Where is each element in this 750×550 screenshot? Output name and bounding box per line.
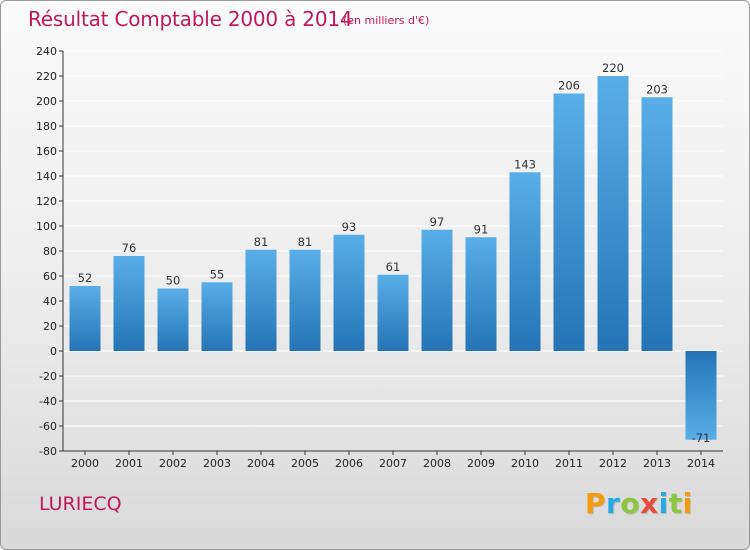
y-tick-label: -80 bbox=[39, 445, 57, 458]
y-tick-label: 200 bbox=[36, 95, 57, 108]
bar bbox=[157, 288, 189, 351]
logo-letter: i bbox=[682, 487, 693, 520]
bar bbox=[69, 286, 101, 351]
labels: 52 76 50 55 81 81 93 61 97 91 143 206 220 203 -71 bbox=[78, 61, 711, 445]
y-tick-label: 180 bbox=[36, 120, 57, 133]
bar-value-label: 97 bbox=[430, 215, 445, 229]
x-tick-label: 2002 bbox=[159, 457, 187, 470]
bars bbox=[69, 76, 717, 440]
y-tick-label: 120 bbox=[36, 195, 57, 208]
logo-letter: t bbox=[668, 487, 683, 520]
x-tick-label: 2009 bbox=[467, 457, 495, 470]
bar bbox=[597, 76, 629, 351]
x-tick-label: 2004 bbox=[247, 457, 275, 470]
y-tick-label: 220 bbox=[36, 70, 57, 83]
bar-value-label: 81 bbox=[254, 235, 269, 249]
chart-title: Résultat Comptable 2000 à 2014 bbox=[28, 7, 353, 31]
bar-value-label: 203 bbox=[646, 82, 668, 96]
bar bbox=[201, 282, 233, 351]
axes: -80-60-40-200204060801001201401601802002… bbox=[36, 45, 723, 470]
x-tick-label: 2012 bbox=[599, 457, 627, 470]
x-tick-label: 2010 bbox=[511, 457, 539, 470]
y-tick-label: -20 bbox=[39, 370, 57, 383]
y-tick-label: 60 bbox=[43, 270, 57, 283]
y-tick-label: 0 bbox=[50, 345, 57, 358]
x-tick-label: 2000 bbox=[71, 457, 99, 470]
y-tick-label: 20 bbox=[43, 320, 57, 333]
x-tick-label: 2011 bbox=[555, 457, 583, 470]
bar bbox=[113, 256, 145, 351]
bar-value-label: 61 bbox=[386, 260, 401, 274]
bar bbox=[641, 97, 673, 351]
bar-value-label: 81 bbox=[298, 235, 313, 249]
bar bbox=[465, 237, 497, 351]
y-tick-label: 160 bbox=[36, 145, 57, 158]
logo-letter: x bbox=[640, 487, 659, 520]
bar bbox=[553, 93, 585, 351]
chart-subtitle: (en milliers d'€) bbox=[343, 14, 430, 27]
logo-letter: o bbox=[620, 487, 641, 520]
proxiti-logo[interactable]: Proxiti bbox=[585, 487, 693, 520]
x-tick-label: 2001 bbox=[115, 457, 143, 470]
place-name: LURIECQ bbox=[39, 493, 122, 515]
logo-letter: r bbox=[606, 487, 621, 520]
x-tick-label: 2003 bbox=[203, 457, 231, 470]
bar-value-label: 50 bbox=[166, 274, 181, 288]
y-tick-label: 80 bbox=[43, 245, 57, 258]
bar-value-label: 93 bbox=[342, 220, 357, 234]
bar bbox=[421, 229, 453, 351]
bar bbox=[333, 234, 365, 351]
bar-value-label: -71 bbox=[692, 431, 711, 445]
bar bbox=[509, 172, 541, 351]
bar-value-label: 52 bbox=[78, 271, 93, 285]
y-tick-label: -40 bbox=[39, 395, 57, 408]
x-tick-label: 2013 bbox=[643, 457, 671, 470]
bar bbox=[377, 274, 409, 351]
x-tick-label: 2008 bbox=[423, 457, 451, 470]
logo-letter: i bbox=[658, 487, 669, 520]
y-tick-label: 240 bbox=[36, 45, 57, 58]
bar-value-label: 55 bbox=[210, 267, 225, 281]
bar-value-label: 220 bbox=[602, 61, 624, 75]
y-tick-label: -60 bbox=[39, 420, 57, 433]
y-tick-label: 100 bbox=[36, 220, 57, 233]
bar-value-label: 143 bbox=[514, 157, 536, 171]
x-tick-label: 2007 bbox=[379, 457, 407, 470]
bar bbox=[289, 249, 321, 351]
y-tick-label: 140 bbox=[36, 170, 57, 183]
bar-value-label: 76 bbox=[122, 241, 137, 255]
bar-value-label: 206 bbox=[558, 79, 580, 93]
bar bbox=[685, 351, 717, 440]
x-tick-label: 2005 bbox=[291, 457, 319, 470]
bar-value-label: 91 bbox=[474, 222, 489, 236]
y-tick-label: 40 bbox=[43, 295, 57, 308]
bar bbox=[245, 249, 277, 351]
logo-letter: P bbox=[585, 487, 607, 520]
x-tick-label: 2014 bbox=[687, 457, 715, 470]
x-tick-label: 2006 bbox=[335, 457, 363, 470]
